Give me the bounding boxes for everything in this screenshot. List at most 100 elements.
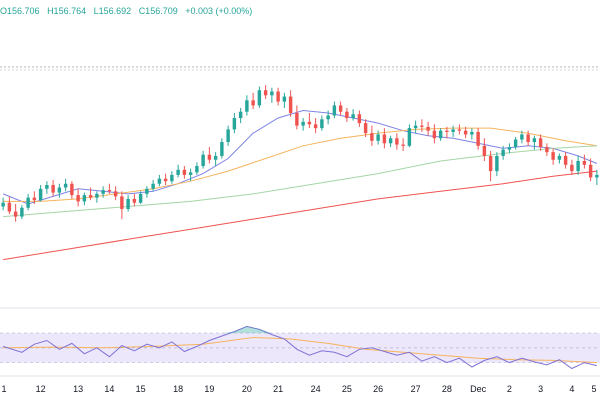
candle-up [326,115,330,120]
candle-up [138,193,143,203]
x-tick-label: 1 [1,384,6,394]
candle-down [395,138,399,145]
candle-down [207,154,212,160]
candle-up [232,118,237,130]
rsi-overbought-fill [221,326,272,334]
candle-down [7,202,12,212]
candle-down [382,134,387,144]
x-tick-label: 20 [242,384,252,394]
candle-down [51,185,55,193]
candle-up [320,119,324,129]
candle-down [345,111,349,119]
candle-up [532,138,537,143]
candle-down [426,126,430,131]
candle-down [120,196,124,210]
candle-up [513,139,518,148]
candle-down [588,164,593,178]
candle-down [420,125,424,127]
candle-up [270,91,274,96]
x-tick-label: 12 [36,384,46,394]
candle-down [563,155,568,165]
high-value: H156.764 [47,6,87,16]
candle-up [26,197,30,208]
candle-down [357,114,362,124]
candle-down [13,211,18,217]
candle-up [301,121,305,126]
rsi-layer [0,325,600,370]
candle-up [82,195,87,202]
candle-up [238,111,243,119]
candle-down [551,152,555,160]
candle-up [407,128,412,146]
candle-down [295,112,299,126]
candle-up [245,100,249,112]
candle-down [163,178,168,182]
candle-down [132,198,137,203]
candle-down [88,195,93,198]
x-tick-label: 3 [538,384,543,394]
candle-down [107,190,112,192]
candle-up [438,130,443,139]
candle-up [495,155,499,172]
x-tick-label: 13 [73,384,83,394]
open-value: O156.706 [0,6,40,16]
candle-up [595,174,599,178]
candle-up [351,114,355,119]
candle-down [76,195,80,202]
candle-up [195,166,199,173]
candle-up [470,131,474,135]
candle-up [95,193,99,198]
candle-up [220,142,224,156]
candle-up [157,178,162,184]
x-tick-label: 2 [507,384,512,394]
x-tick-label: 28 [442,384,452,394]
x-tick-label: 5 [591,384,596,394]
candle-up [376,134,380,141]
moving-average-line [3,145,597,218]
x-tick-label: 25 [342,384,352,394]
candle-up [176,169,180,175]
candle-down [538,138,543,148]
candle-down [363,123,368,134]
candle-down [457,129,462,131]
candle-up [1,202,5,207]
candle-up [226,129,230,143]
low-value: L156.692 [93,6,132,16]
candle-down [288,96,293,113]
x-axis-labels: 1 12 13 14 15 18 19 20 21 24 25 26 27 28 Dec 2 3 4 5 [1,384,596,394]
x-tick-label: 27 [411,384,421,394]
candle-down [338,105,343,112]
candle-down [545,147,549,153]
candle-down [263,90,268,96]
moving-average-line [3,170,597,261]
candle-up [126,198,130,210]
candle-up [332,105,337,116]
candle-down [570,164,574,172]
moving-averages-layer [2,109,598,261]
candle-down [488,155,493,172]
candle-up [213,155,218,160]
candle-up [507,147,512,150]
candle-up [557,155,562,160]
candle-up [388,138,393,144]
candle-down [307,121,312,125]
candle-up [63,183,68,188]
candle-down [582,161,587,165]
candle-up [170,174,174,182]
candle-up [413,125,418,129]
x-tick-label: 24 [311,384,321,394]
candle-down [313,124,318,129]
candle-up [576,161,580,172]
candle-down [70,183,74,196]
rsi-line [2,325,598,370]
moving-average-line [2,109,598,205]
x-tick-label: 15 [136,384,146,394]
candle-down [526,134,530,143]
change-value: +0.003 (+0.00%) [185,6,253,16]
candle-up [282,96,287,102]
candle-down [432,130,437,139]
ohlc-readout: O156.706 H156.764 L156.692 C156.709 +0.0… [0,0,600,22]
x-tick-label: 21 [273,384,283,394]
